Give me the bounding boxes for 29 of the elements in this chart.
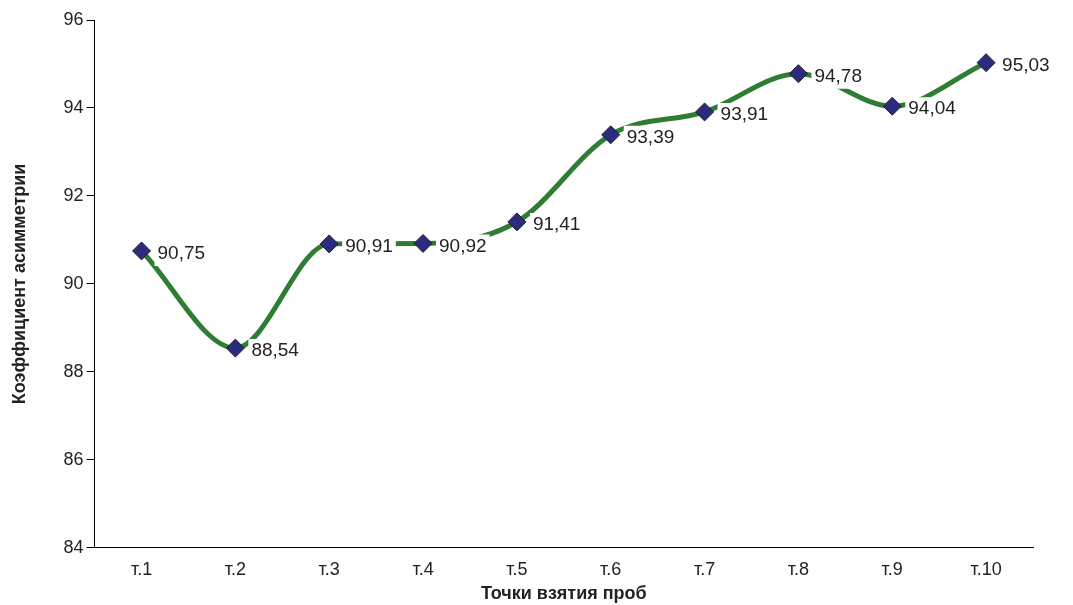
y-tick-label: 94 <box>63 96 84 117</box>
data-label: 91,41 <box>532 213 581 235</box>
data-label: 93,91 <box>720 103 769 125</box>
x-tick-label: т.4 <box>412 558 434 579</box>
y-tick-label: 90 <box>63 272 84 293</box>
x-tick-label: т.10 <box>970 558 1002 579</box>
y-tick-label: 84 <box>63 536 84 557</box>
data-label: 90,91 <box>345 235 393 257</box>
x-tick-label: т.3 <box>318 558 340 579</box>
x-tick-label: т.7 <box>693 558 716 579</box>
data-label: 95,03 <box>1002 53 1050 75</box>
data-label: 88,54 <box>251 339 300 361</box>
y-tick-label: 96 <box>63 8 84 29</box>
y-tick-label: 86 <box>63 448 84 469</box>
x-axis-title: Точки взятия проб <box>480 583 647 604</box>
x-tick-label: т.6 <box>600 558 622 579</box>
data-label: 90,75 <box>157 242 206 264</box>
data-label: 93,39 <box>626 126 675 148</box>
y-tick-label: 92 <box>63 184 84 205</box>
x-tick-label: т.9 <box>881 558 903 579</box>
data-label: 90,92 <box>439 234 487 256</box>
y-axis-title: Коэффициент асимметрии <box>8 163 29 405</box>
x-tick-label: т.1 <box>130 558 153 579</box>
data-label: 94,78 <box>814 64 862 86</box>
x-tick-label: т.2 <box>224 558 247 579</box>
data-label: 94,04 <box>908 97 957 119</box>
x-tick-label: т.8 <box>787 558 810 579</box>
y-tick-label: 88 <box>63 360 84 381</box>
x-tick-label: т.5 <box>506 558 528 579</box>
